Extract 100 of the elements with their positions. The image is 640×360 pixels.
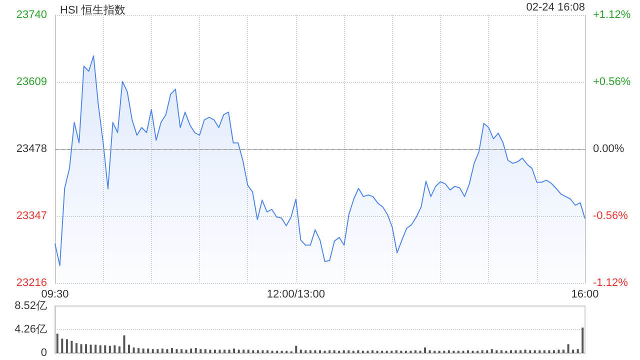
bar xyxy=(520,350,522,353)
bar xyxy=(238,350,240,353)
bar xyxy=(80,344,82,353)
bar xyxy=(333,350,336,353)
y-tick-label: 23478 xyxy=(16,143,47,155)
y2-tick-label: -0.56% xyxy=(593,210,628,222)
bar xyxy=(309,350,312,353)
bar xyxy=(572,350,574,353)
y-tick-label: 4.26亿 xyxy=(14,324,47,336)
bar xyxy=(395,350,398,353)
bar xyxy=(114,345,116,353)
bar xyxy=(295,346,298,353)
bar xyxy=(147,348,150,353)
bar xyxy=(247,350,250,353)
x-tick-label: 16:00 xyxy=(571,288,599,300)
bar xyxy=(166,349,168,353)
bar xyxy=(185,350,188,353)
bar xyxy=(180,349,183,353)
bar xyxy=(448,350,450,353)
bar xyxy=(357,350,360,353)
bar xyxy=(152,349,154,353)
bar xyxy=(319,350,321,353)
bar xyxy=(428,350,431,353)
bar xyxy=(128,344,130,353)
bar xyxy=(500,350,502,353)
bar xyxy=(543,350,546,353)
bar xyxy=(61,338,64,353)
bar xyxy=(562,350,565,353)
bar xyxy=(156,349,159,353)
chart-title: HSI 恒生指数 xyxy=(60,4,126,16)
y2-tick-label: +0.56% xyxy=(593,76,631,88)
bar xyxy=(66,339,68,353)
bar xyxy=(242,350,245,353)
bar xyxy=(529,350,532,353)
bar xyxy=(300,350,302,353)
bar xyxy=(304,350,307,353)
bar xyxy=(552,350,555,353)
bar xyxy=(266,350,268,353)
y-tick-label: 23740 xyxy=(16,9,47,21)
bar xyxy=(372,350,374,353)
bar xyxy=(514,350,517,353)
bar xyxy=(252,350,254,353)
bar xyxy=(228,350,230,353)
bar xyxy=(94,344,97,353)
bar xyxy=(218,350,221,353)
bar xyxy=(118,346,120,353)
bar xyxy=(194,348,197,353)
bar xyxy=(142,348,144,353)
bar xyxy=(548,350,550,353)
bar xyxy=(70,340,73,353)
bar xyxy=(496,350,498,353)
y-tick-label: 23347 xyxy=(16,210,47,222)
bar xyxy=(190,348,192,353)
bar xyxy=(262,350,264,353)
bar xyxy=(56,334,58,353)
bar xyxy=(123,335,126,353)
bar xyxy=(348,350,350,353)
y-tick-label: 0 xyxy=(40,347,47,359)
bar xyxy=(75,343,78,353)
y-tick-label: 8.52亿 xyxy=(14,300,47,312)
bar xyxy=(90,344,92,353)
bar xyxy=(85,344,88,353)
y2-tick-label: 0.00% xyxy=(593,143,624,155)
bar xyxy=(108,346,111,353)
bar xyxy=(342,350,345,353)
bar xyxy=(138,348,140,353)
bar xyxy=(486,350,488,353)
bar xyxy=(256,350,259,353)
bar xyxy=(170,348,173,353)
y2-tick-label: +1.12% xyxy=(593,9,631,21)
bar xyxy=(538,350,541,353)
bar xyxy=(209,350,212,353)
y-tick-label: 23216 xyxy=(16,277,47,289)
bar xyxy=(204,349,206,353)
bar xyxy=(534,350,536,353)
bar xyxy=(467,350,470,353)
bar xyxy=(481,350,484,353)
bar xyxy=(524,350,526,353)
bar xyxy=(576,349,579,353)
bar xyxy=(214,350,216,353)
text: 02-24 16:08 xyxy=(526,2,585,14)
bar xyxy=(328,350,331,353)
bar xyxy=(99,345,102,353)
bar xyxy=(510,350,512,353)
x-tick-label: 09:30 xyxy=(41,288,69,300)
x-tick-label: 12:00/13:00 xyxy=(266,288,325,300)
bar xyxy=(314,350,316,353)
bar xyxy=(567,344,570,353)
bar xyxy=(233,348,236,353)
bar xyxy=(424,347,426,353)
bar xyxy=(558,350,560,353)
bar xyxy=(176,349,178,353)
bar xyxy=(161,348,164,353)
y-tick-label: 23609 xyxy=(16,76,47,88)
bar xyxy=(582,328,584,353)
y2-tick-label: -1.12% xyxy=(593,277,628,289)
bar xyxy=(132,347,135,353)
bar xyxy=(200,349,202,353)
bar xyxy=(224,350,226,353)
bar xyxy=(490,349,493,353)
